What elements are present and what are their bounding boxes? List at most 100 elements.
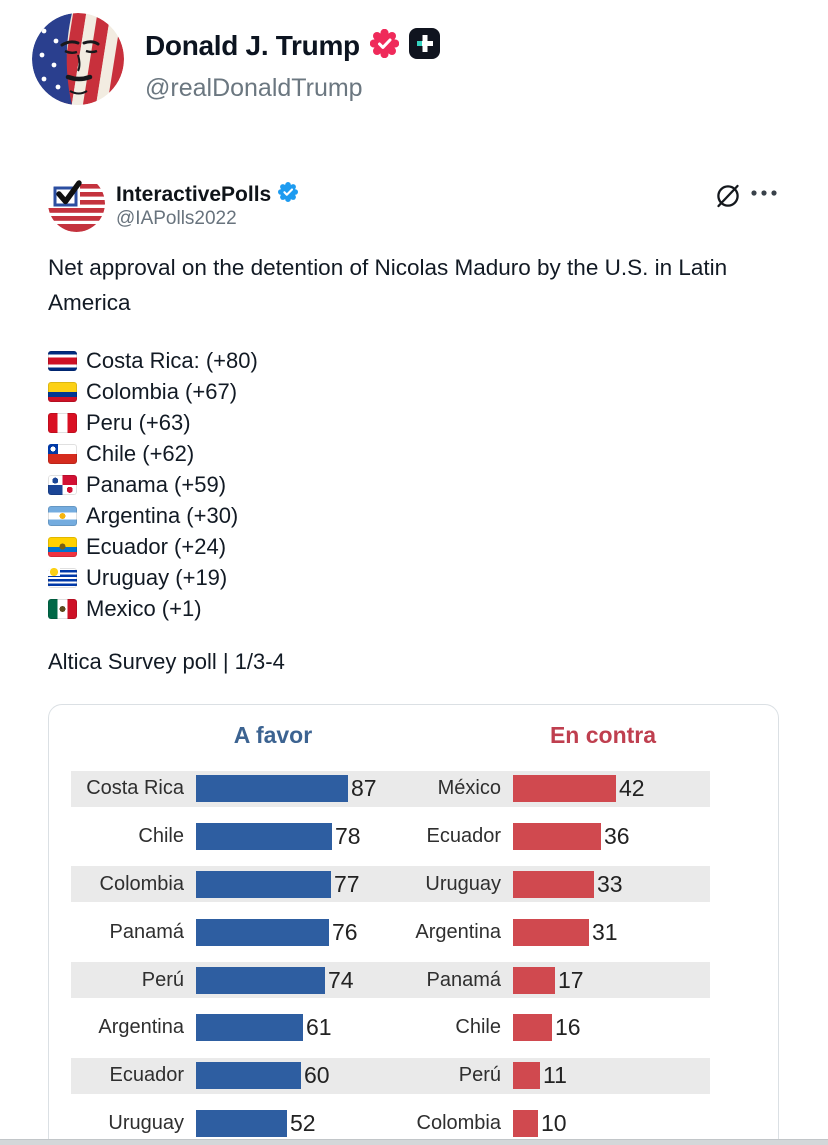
list-item: Colombia (+67) — [48, 376, 258, 407]
chart-row: Uruguay 33 — [386, 866, 710, 903]
bar — [513, 870, 594, 898]
chart-header-a-favor: A favor — [233, 722, 313, 748]
country-label: Uruguay (+19) — [86, 564, 228, 590]
bar-value: 74 — [328, 966, 354, 993]
country-label: Ecuador (+24) — [86, 533, 227, 559]
bar-country-label: Perú — [458, 1064, 501, 1087]
country-label: Colombia (+67) — [86, 378, 238, 404]
country-label: Chile (+62) — [86, 440, 195, 466]
list-item: Mexico (+1) — [48, 593, 258, 624]
panama-flag-icon — [48, 474, 77, 495]
bar — [513, 1109, 538, 1137]
peru-flag-icon — [48, 412, 77, 433]
list-item: Chile (+62) — [48, 438, 258, 469]
author-name[interactable]: Donald J. Trump — [145, 30, 360, 61]
bottom-cutoff-band — [0, 1139, 828, 1145]
list-item: Peru (+63) — [48, 407, 258, 438]
bar-country-label: Argentina — [415, 920, 501, 943]
bar-value: 17 — [558, 966, 584, 993]
bar-country-label: Chile — [455, 1016, 501, 1039]
bar — [513, 823, 601, 851]
bar-value: 31 — [592, 918, 618, 945]
bar-country-label: Colombia — [416, 1111, 501, 1134]
list-item: Panama (+59) — [48, 469, 258, 500]
bar — [196, 918, 329, 946]
chart-panel-en-contra: México 42 Ecuador 36 Uruguay 33 Argentina 31 Pan… — [386, 765, 710, 1145]
bar-country-label: Uruguay — [108, 1111, 184, 1134]
chart-row: Chile 78 — [71, 819, 404, 855]
chart-row: Perú 74 — [71, 962, 404, 999]
chart-row: Panamá 17 — [386, 962, 710, 999]
costa-rica-flag-icon — [48, 350, 77, 371]
chart-row: Perú 11 — [386, 1057, 710, 1094]
twitter-verified-icon — [278, 182, 299, 207]
chart-row: Argentina 61 — [71, 1010, 404, 1046]
list-item: Ecuador (+24) — [48, 531, 258, 562]
poll-source-line: Altica Survey poll | 1/3-4 — [48, 649, 285, 674]
chart-row: Colombia 10 — [386, 1105, 710, 1141]
poll-chart-image[interactable]: A favor En contra Costa Rica 87 Chile 78 Col… — [48, 704, 779, 1145]
bar-country-label: Uruguay — [425, 872, 501, 895]
quoted-avatar[interactable] — [48, 175, 105, 232]
chart-header-en-contra: En contra — [549, 722, 657, 748]
bar — [513, 1014, 552, 1042]
verified-badge-icon — [369, 28, 400, 63]
no-circle-icon[interactable] — [714, 182, 742, 215]
chart-row: Ecuador 60 — [71, 1057, 404, 1094]
bar-country-label: Costa Rica — [86, 777, 184, 800]
country-label: Panama (+59) — [86, 471, 227, 497]
bar-country-label: Perú — [141, 968, 184, 991]
interactivepolls-logo — [48, 175, 105, 232]
bar — [513, 775, 616, 803]
quoted-author-handle[interactable]: @IAPolls2022 — [116, 208, 237, 229]
more-options-icon[interactable] — [748, 186, 780, 205]
chart-row: México 42 — [386, 770, 710, 807]
avatar[interactable] — [32, 13, 124, 105]
chart-row: Costa Rica 87 — [71, 770, 404, 807]
bar — [196, 823, 332, 851]
bar-value: 16 — [555, 1014, 581, 1041]
quoted-author-name[interactable]: InteractivePolls — [116, 182, 272, 206]
bar — [196, 1109, 287, 1137]
bar-country-label: Panamá — [426, 968, 502, 991]
bar-country-label: México — [437, 777, 501, 800]
country-list: Costa Rica: (+80) Colombia (+67) Peru (+63… — [48, 345, 258, 624]
bar-value: 42 — [619, 775, 645, 802]
chart-row: Chile 16 — [386, 1010, 710, 1046]
bar-value: 11 — [543, 1062, 567, 1089]
list-item: Argentina (+30) — [48, 500, 258, 531]
country-label: Peru (+63) — [86, 409, 191, 435]
trump-flag-face-image — [32, 13, 124, 105]
chart-row: Ecuador 36 — [386, 819, 710, 855]
author-handle[interactable]: @realDonaldTrump — [145, 74, 363, 102]
bar-country-label: Panamá — [109, 920, 185, 943]
argentina-flag-icon — [48, 505, 77, 526]
ecuador-flag-icon — [48, 536, 77, 557]
list-item: Uruguay (+19) — [48, 562, 258, 593]
bar-value: 60 — [304, 1062, 330, 1089]
bar — [513, 1062, 540, 1090]
uruguay-flag-icon — [48, 567, 77, 588]
bar — [196, 1014, 303, 1042]
bar-value: 76 — [332, 918, 358, 945]
bar-value: 33 — [597, 870, 623, 897]
colombia-flag-icon — [48, 381, 77, 402]
tweet-text: Net approval on the detention of Nicolas… — [48, 255, 728, 315]
bar-value: 77 — [334, 870, 360, 897]
bar — [196, 966, 325, 994]
bar — [196, 870, 331, 898]
chart-panel-a-favor: Costa Rica 87 Chile 78 Colombia 77 Panamá 76 Per… — [71, 765, 404, 1145]
chile-flag-icon — [48, 443, 77, 464]
bar-country-label: Colombia — [99, 872, 184, 895]
chart-row: Uruguay 52 — [71, 1105, 404, 1141]
bar-value: 52 — [290, 1109, 316, 1136]
mexico-flag-icon — [48, 598, 77, 619]
truth-plus-badge-icon — [408, 28, 440, 64]
chart-row: Panamá 76 — [71, 914, 404, 950]
bar-value: 36 — [604, 823, 630, 850]
bar-value: 87 — [351, 775, 377, 802]
bar-country-label: Chile — [138, 825, 184, 848]
bar-value: 61 — [306, 1014, 332, 1041]
list-item: Costa Rica: (+80) — [48, 345, 258, 376]
